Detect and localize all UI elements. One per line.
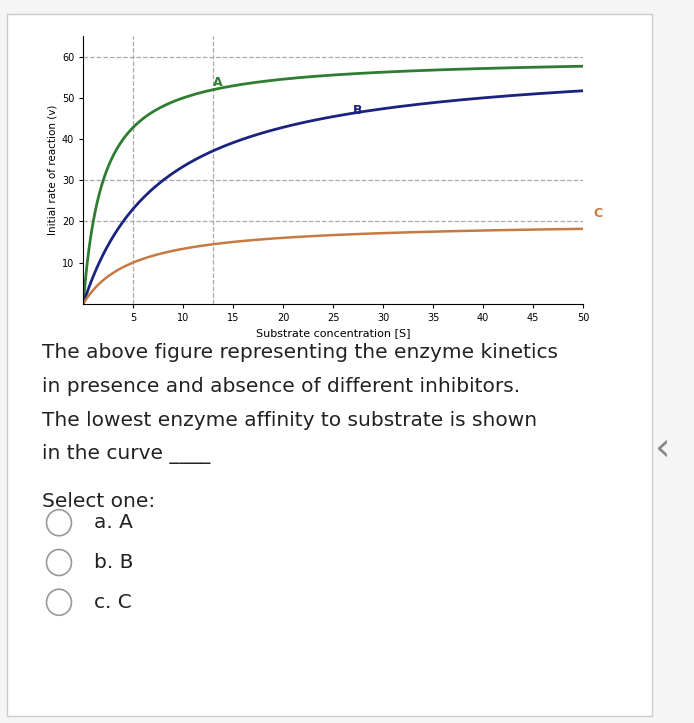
Y-axis label: Initial rate of reaction (v): Initial rate of reaction (v) xyxy=(48,105,58,235)
Text: a. A: a. A xyxy=(94,513,133,532)
Text: The lowest enzyme affinity to substrate is shown: The lowest enzyme affinity to substrate … xyxy=(42,411,536,429)
X-axis label: Substrate concentration [S]: Substrate concentration [S] xyxy=(256,328,410,338)
Text: A: A xyxy=(213,75,223,88)
Text: ‹: ‹ xyxy=(655,429,670,467)
Text: b. B: b. B xyxy=(94,553,133,572)
Text: C: C xyxy=(593,208,602,221)
Text: Select one:: Select one: xyxy=(42,492,155,510)
Text: c. C: c. C xyxy=(94,593,131,612)
Text: The above figure representing the enzyme kinetics: The above figure representing the enzyme… xyxy=(42,343,558,362)
Text: B: B xyxy=(353,104,362,117)
Text: in the curve ____: in the curve ____ xyxy=(42,444,210,464)
Text: in presence and absence of different inhibitors.: in presence and absence of different inh… xyxy=(42,377,520,396)
